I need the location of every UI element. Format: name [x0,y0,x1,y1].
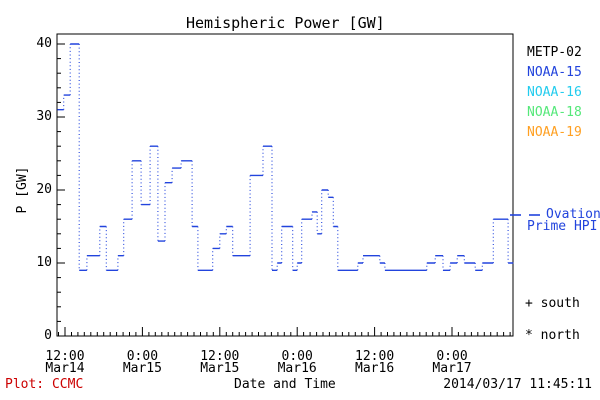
legend-satellites: METP-02 NOAA-15 NOAA-16 NOAA-18 NOAA-19 [527,43,582,143]
x-tick-label: 12:00 Mar16 [355,349,395,376]
plus-symbol-icon: + [525,296,533,311]
x-tick-label: 0:00 Mar16 [277,349,317,376]
plot-credit: Plot: CCMC [5,377,84,392]
asterisk-symbol-icon: * [525,328,533,343]
legend-item-noaa-19: NOAA-19 [527,125,582,140]
plot-timestamp: 2014/03/17 11:45:11 [443,377,592,392]
legend-ovation-line1: Ovation [546,207,600,222]
legend-ovation-line2: Prime HPI [527,219,598,234]
y-tick-label: 20 [36,182,52,197]
y-tick-label: 0 [44,328,52,343]
x-tick-label: 0:00 Mar17 [432,349,472,376]
x-axis-label: Date and Time [234,377,336,392]
legend-item-metp-02: METP-02 [527,45,582,60]
legend-item-noaa-15: NOAA-15 [527,65,582,80]
legend-marker-south-label: south [540,296,580,311]
legend-item-noaa-16: NOAA-16 [527,85,582,100]
legend-marker-north: * north [525,328,580,343]
legend-marker-south: + south [525,296,580,311]
x-tick-label: 12:00 Mar15 [200,349,240,376]
y-tick-label: 40 [36,36,52,51]
x-tick-label: 0:00 Mar15 [122,349,162,376]
plot-title: Hemispheric Power [GW] [186,14,385,32]
legend-item-noaa-18: NOAA-18 [527,105,582,120]
legend-marker-north-label: north [540,328,580,343]
x-tick-label: 12:00 Mar14 [45,349,85,376]
y-tick-label: 30 [36,109,52,124]
y-tick-label: 10 [36,255,52,270]
